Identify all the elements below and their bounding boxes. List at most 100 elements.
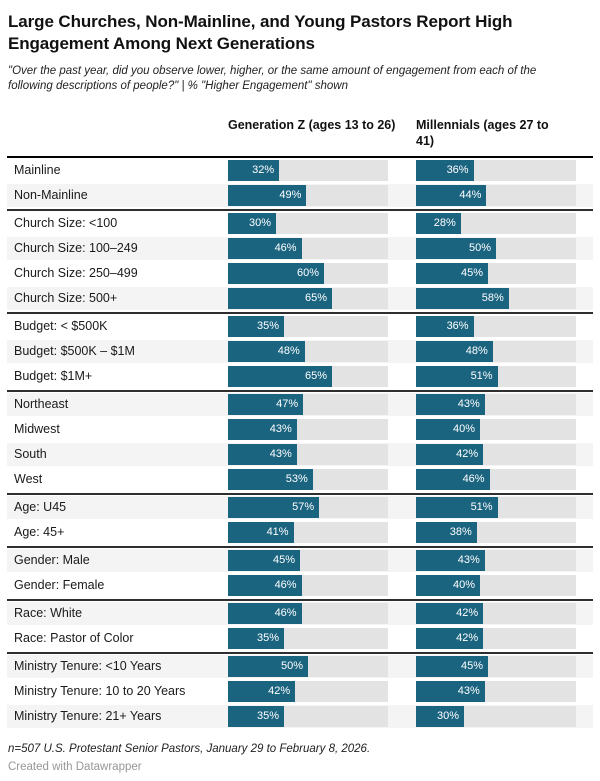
millennials-bar: 45% <box>416 655 488 677</box>
datawrapper-credit-link[interactable]: Created with Datawrapper <box>8 760 142 773</box>
millennials-bar-value: 48% <box>465 345 488 358</box>
genz-bar: 46% <box>228 237 302 259</box>
genz-bar: 42% <box>228 680 296 702</box>
row-label: Midwest <box>14 422 60 437</box>
row-group: Budget: < $500K 35% 36% Budget: $500K – … <box>7 314 593 392</box>
row-label: Budget: $1M+ <box>14 369 93 384</box>
millennials-bar: 42% <box>416 627 484 649</box>
table-row: Northeast 47% 43% <box>7 392 593 416</box>
row-label: Ministry Tenure: 10 to 20 Years <box>14 684 186 699</box>
genz-bar-track: 47% <box>228 393 388 415</box>
genz-bar-value: 46% <box>274 579 297 592</box>
millennials-bar-value: 40% <box>452 423 475 436</box>
row-group: Age: U45 57% 51% Age: 45+ 41% 38% <box>7 495 593 548</box>
millennials-bar-track: 44% <box>416 184 576 206</box>
genz-bar-value: 46% <box>274 607 297 620</box>
genz-bar: 50% <box>228 655 308 677</box>
genz-bar-track: 46% <box>228 237 388 259</box>
table-row: Non-Mainline 49% 44% <box>7 183 593 207</box>
genz-bar-value: 45% <box>272 554 295 567</box>
table-row: Age: 45+ 41% 38% <box>7 520 593 544</box>
table-row: Church Size: 500+ 65% 58% <box>7 286 593 310</box>
millennials-bar: 42% <box>416 602 484 624</box>
row-label: Non-Mainline <box>14 188 88 203</box>
millennials-bar: 43% <box>416 549 485 571</box>
table-row: Midwest 43% 40% <box>7 417 593 441</box>
millennials-bar-track: 36% <box>416 315 576 337</box>
row-label: South <box>14 447 47 462</box>
column-headers: Generation Z (ages 13 to 26) Millennials… <box>7 117 593 149</box>
genz-bar-track: 57% <box>228 496 388 518</box>
genz-bar-track: 35% <box>228 627 388 649</box>
column-header-millennials: Millennials (ages 27 to 41) <box>416 117 549 148</box>
millennials-bar: 45% <box>416 262 488 284</box>
row-group: Mainline 32% 36% Non-Mainline 49% 44% <box>7 158 593 211</box>
millennials-bar-track: 28% <box>416 212 576 234</box>
millennials-bar: 36% <box>416 159 474 181</box>
millennials-bar: 28% <box>416 212 461 234</box>
genz-bar: 53% <box>228 468 313 490</box>
millennials-bar-track: 40% <box>416 574 576 596</box>
row-label: Church Size: <100 <box>14 216 118 231</box>
genz-bar-track: 53% <box>228 468 388 490</box>
row-label: Ministry Tenure: 21+ Years <box>14 709 162 724</box>
genz-bar: 32% <box>228 159 280 181</box>
row-label: Church Size: 250–499 <box>14 266 138 281</box>
genz-bar: 60% <box>228 262 324 284</box>
table-row: Ministry Tenure: 10 to 20 Years 42% 43% <box>7 679 593 703</box>
table-row: Budget: < $500K 35% 36% <box>7 314 593 338</box>
genz-bar-value: 43% <box>269 448 292 461</box>
millennials-bar: 40% <box>416 574 480 596</box>
genz-bar-track: 65% <box>228 365 388 387</box>
row-label: Church Size: 100–249 <box>14 241 138 256</box>
genz-bar-value: 41% <box>266 526 289 539</box>
genz-bar-track: 49% <box>228 184 388 206</box>
millennials-bar-value: 44% <box>459 189 482 202</box>
table-row: Church Size: 100–249 46% 50% <box>7 236 593 260</box>
millennials-bar: 58% <box>416 287 509 309</box>
millennials-bar-value: 43% <box>457 554 480 567</box>
row-label: Race: White <box>14 606 83 621</box>
genz-bar-value: 60% <box>296 267 319 280</box>
genz-bar-track: 30% <box>228 212 388 234</box>
table-row: Gender: Male 45% 43% <box>7 548 593 572</box>
millennials-bar-track: 50% <box>416 237 576 259</box>
genz-bar-track: 43% <box>228 443 388 465</box>
table-row: Age: U45 57% 51% <box>7 495 593 519</box>
genz-bar: 46% <box>228 574 302 596</box>
row-label: Budget: < $500K <box>14 319 108 334</box>
genz-bar-value: 53% <box>285 473 308 486</box>
millennials-bar-value: 46% <box>462 473 485 486</box>
genz-bar-track: 46% <box>228 574 388 596</box>
table-row: Mainline 32% 36% <box>7 158 593 182</box>
genz-bar: 48% <box>228 340 305 362</box>
millennials-bar-value: 42% <box>456 632 479 645</box>
genz-bar-track: 41% <box>228 521 388 543</box>
table-body: Mainline 32% 36% Non-Mainline 49% 44% Ch… <box>7 155 593 728</box>
footnote: n=507 U.S. Protestant Senior Pastors, Ja… <box>8 742 371 755</box>
row-label: Gender: Male <box>14 553 90 568</box>
millennials-bar: 38% <box>416 521 477 543</box>
millennials-bar-track: 51% <box>416 365 576 387</box>
millennials-bar: 51% <box>416 365 498 387</box>
millennials-bar-track: 45% <box>416 262 576 284</box>
genz-bar-value: 47% <box>276 398 299 411</box>
genz-bar: 30% <box>228 212 276 234</box>
chart-title: Large Churches, Non-Mainline, and Young … <box>8 12 513 54</box>
row-label: Church Size: 500+ <box>14 291 118 306</box>
table-row: Church Size: 250–499 60% 45% <box>7 261 593 285</box>
millennials-bar-value: 36% <box>446 164 469 177</box>
genz-bar-value: 57% <box>292 501 315 514</box>
millennials-bar-track: 30% <box>416 705 576 727</box>
genz-bar-value: 48% <box>277 345 300 358</box>
genz-bar-track: 48% <box>228 340 388 362</box>
millennials-bar: 43% <box>416 680 485 702</box>
table-row: Budget: $500K – $1M 48% 48% <box>7 339 593 363</box>
millennials-bar: 30% <box>416 705 464 727</box>
millennials-bar-value: 43% <box>457 398 480 411</box>
millennials-bar-track: 43% <box>416 393 576 415</box>
table-row: Ministry Tenure: 21+ Years 35% 30% <box>7 704 593 728</box>
genz-bar-value: 32% <box>252 164 275 177</box>
millennials-bar-track: 51% <box>416 496 576 518</box>
row-label: West <box>14 472 43 487</box>
